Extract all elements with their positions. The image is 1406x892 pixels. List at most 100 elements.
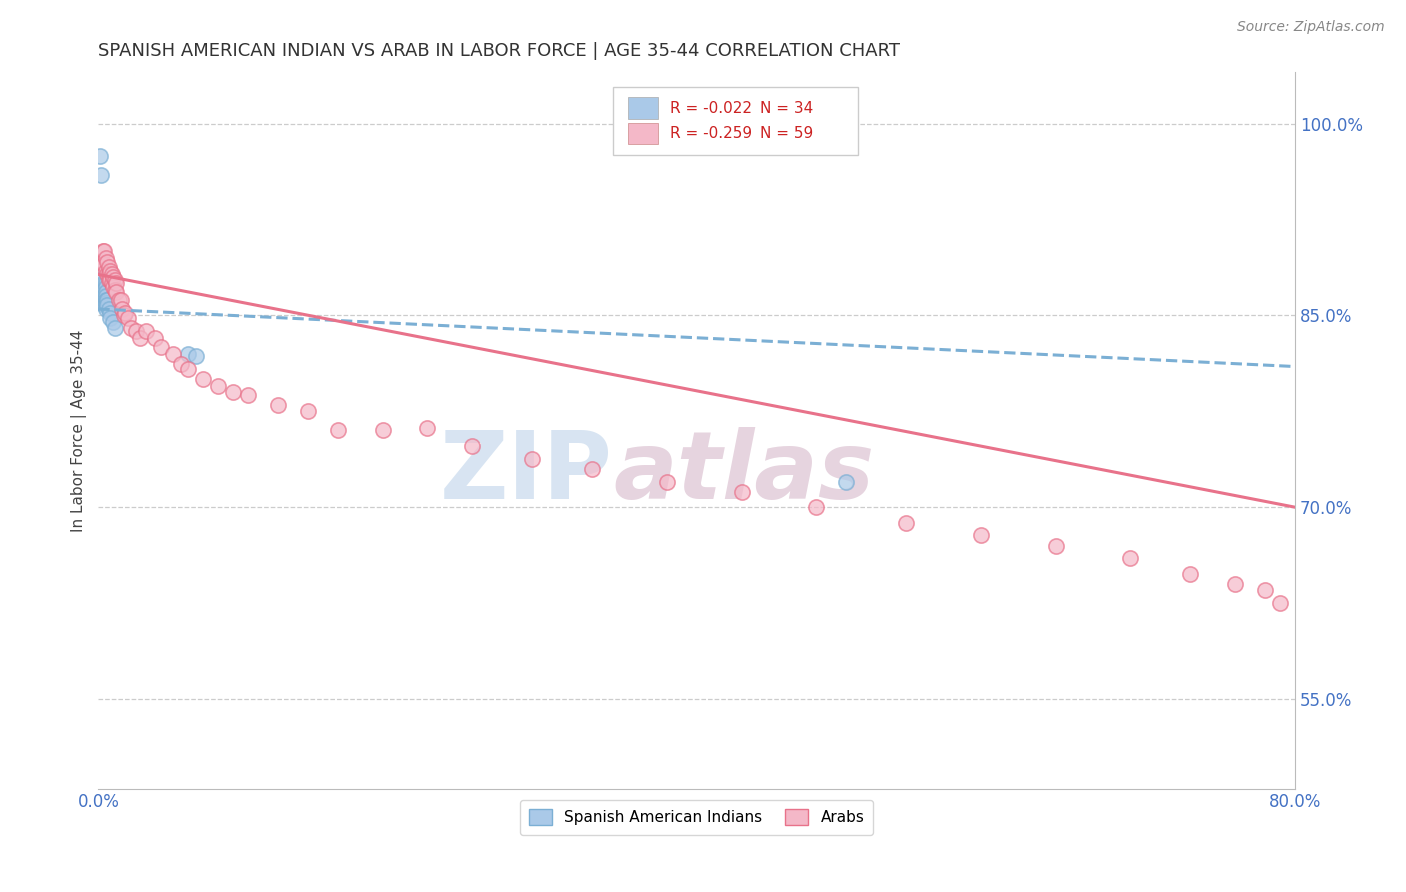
- Point: [93, 244, 115, 259]
- Point: [98, 263, 121, 277]
- Point: [103, 270, 125, 285]
- Point: [222, 385, 245, 400]
- Point: [105, 285, 128, 300]
- Point: [94, 280, 117, 294]
- Point: [94, 251, 117, 265]
- Text: N = 59: N = 59: [761, 126, 813, 141]
- Point: [93, 293, 115, 307]
- Point: [416, 421, 439, 435]
- Point: [94, 289, 117, 303]
- Point: [111, 301, 134, 316]
- Point: [655, 475, 678, 489]
- Point: [169, 357, 191, 371]
- Point: [94, 293, 117, 307]
- Bar: [628, 97, 658, 119]
- Text: atlas: atlas: [613, 427, 875, 519]
- Point: [93, 277, 115, 291]
- Point: [150, 340, 173, 354]
- Point: [89, 148, 111, 162]
- Point: [101, 268, 124, 282]
- Point: [91, 277, 114, 291]
- Point: [970, 528, 993, 542]
- Point: [730, 484, 752, 499]
- Point: [177, 347, 200, 361]
- Point: [371, 424, 394, 438]
- Point: [120, 321, 142, 335]
- Y-axis label: In Labor Force | Age 35-44: In Labor Force | Age 35-44: [72, 329, 87, 532]
- Text: R = -0.022: R = -0.022: [671, 101, 752, 116]
- Point: [94, 301, 117, 316]
- Point: [94, 298, 117, 312]
- Point: [191, 372, 214, 386]
- Point: [103, 280, 125, 294]
- Point: [125, 324, 148, 338]
- Point: [1045, 539, 1067, 553]
- Point: [91, 277, 114, 291]
- Point: [236, 387, 259, 401]
- Point: [1225, 577, 1247, 591]
- Point: [110, 293, 132, 307]
- Point: [94, 295, 117, 310]
- Point: [1180, 566, 1202, 581]
- Point: [104, 321, 127, 335]
- Point: [91, 295, 114, 310]
- Point: [1119, 551, 1142, 566]
- Point: [101, 277, 124, 291]
- Point: [461, 439, 484, 453]
- Text: ZIP: ZIP: [440, 427, 613, 519]
- Point: [581, 462, 603, 476]
- Point: [96, 298, 118, 312]
- Point: [91, 283, 114, 297]
- Point: [326, 424, 349, 438]
- Point: [104, 272, 127, 286]
- Point: [806, 500, 828, 515]
- Point: [93, 257, 115, 271]
- Point: [297, 404, 319, 418]
- Point: [98, 310, 121, 325]
- Text: R = -0.259: R = -0.259: [671, 126, 752, 141]
- FancyBboxPatch shape: [613, 87, 858, 155]
- Point: [103, 315, 125, 329]
- Point: [105, 277, 128, 291]
- Point: [267, 398, 290, 412]
- Point: [94, 285, 117, 300]
- Point: [98, 306, 121, 320]
- Point: [177, 362, 200, 376]
- Point: [97, 268, 120, 282]
- Point: [96, 268, 118, 282]
- Point: [184, 349, 207, 363]
- Point: [90, 168, 112, 182]
- Text: Source: ZipAtlas.com: Source: ZipAtlas.com: [1237, 20, 1385, 34]
- Point: [135, 324, 157, 338]
- Point: [108, 293, 131, 307]
- Legend: Spanish American Indians, Arabs: Spanish American Indians, Arabs: [520, 800, 873, 835]
- Point: [162, 347, 184, 361]
- Point: [835, 475, 858, 489]
- Point: [104, 283, 127, 297]
- Point: [94, 277, 117, 291]
- Point: [1254, 583, 1277, 598]
- Point: [96, 293, 118, 307]
- Point: [98, 272, 121, 286]
- Point: [93, 298, 115, 312]
- Point: [93, 283, 115, 297]
- Point: [114, 306, 136, 320]
- Point: [91, 289, 114, 303]
- Point: [93, 270, 115, 285]
- Point: [91, 283, 114, 297]
- Point: [91, 289, 114, 303]
- Text: SPANISH AMERICAN INDIAN VS ARAB IN LABOR FORCE | AGE 35-44 CORRELATION CHART: SPANISH AMERICAN INDIAN VS ARAB IN LABOR…: [98, 42, 900, 60]
- Point: [1268, 596, 1291, 610]
- Point: [129, 331, 152, 345]
- Point: [93, 289, 115, 303]
- Point: [96, 254, 118, 268]
- Point: [97, 260, 120, 274]
- Bar: [628, 122, 658, 144]
- Point: [117, 310, 139, 325]
- Point: [91, 257, 114, 271]
- Point: [97, 272, 120, 286]
- Point: [894, 516, 917, 530]
- Point: [143, 331, 166, 345]
- Point: [520, 451, 543, 466]
- Point: [97, 301, 120, 316]
